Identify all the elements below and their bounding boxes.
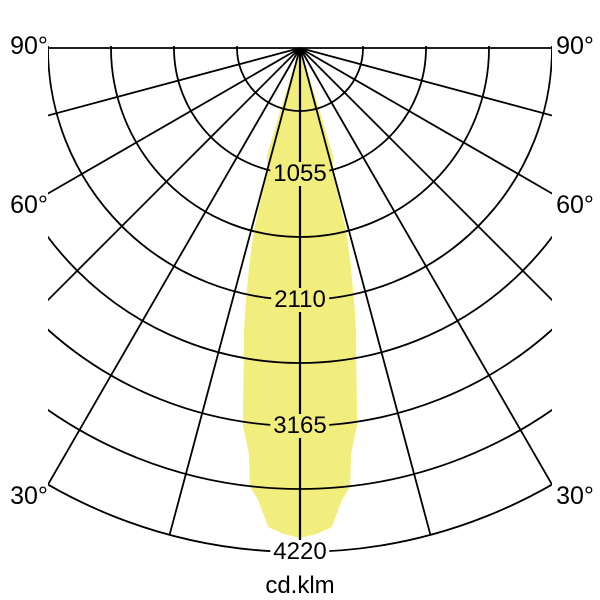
grid-radial-line [48,47,301,117]
angle-label-left-60: 60° [10,191,48,219]
ring-value-label-2110: 2110 [271,288,329,312]
angle-label-right-90: 90° [556,32,594,60]
ring-value-label-1055: 1055 [270,162,330,186]
grid-radial-line [299,47,552,117]
ring-value-label-4220: 4220 [270,540,330,564]
unit-caption: cd.klm [265,572,335,599]
grid-radial-line [48,47,301,485]
ring-value-label-3165: 3165 [270,414,330,438]
angle-label-left-90: 90° [10,32,48,60]
grid-radial-line [48,47,301,195]
grid-radial-line [299,47,552,195]
angle-label-right-30: 30° [556,482,594,510]
angle-label-right-60: 60° [556,191,594,219]
grid-radial-line [299,47,432,536]
grid-radial-line [299,47,552,302]
angle-label-left-30: 30° [10,482,48,510]
plot-area [48,46,552,553]
grid-radial-line [299,47,552,485]
grid-radial-line [48,47,301,302]
grid-radial-line [168,47,301,536]
